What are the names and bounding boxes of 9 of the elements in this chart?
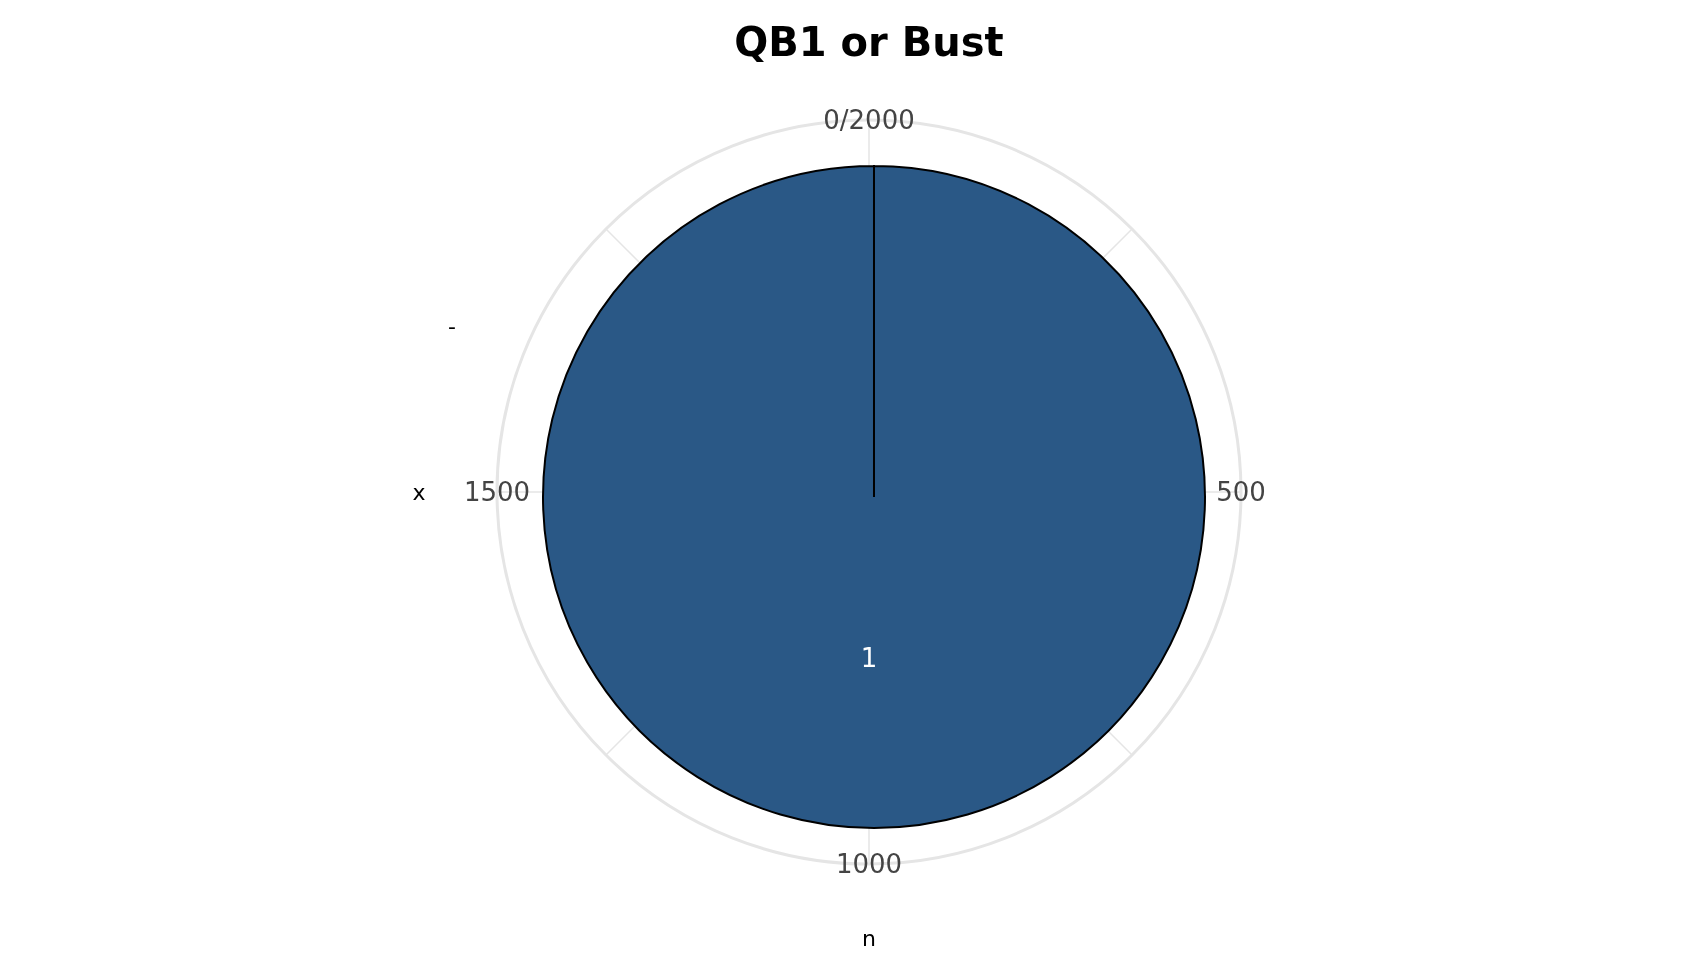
text: n xyxy=(862,925,876,951)
text: 500 xyxy=(1216,477,1266,507)
text: 1500 xyxy=(463,477,531,507)
text: 0/2000 xyxy=(823,105,915,135)
chart-title: QB1 or Bust xyxy=(734,19,1004,65)
text: 1000 xyxy=(835,849,903,879)
slice-label: - xyxy=(448,314,456,340)
text: 1 xyxy=(860,642,878,673)
text: x xyxy=(412,479,426,505)
